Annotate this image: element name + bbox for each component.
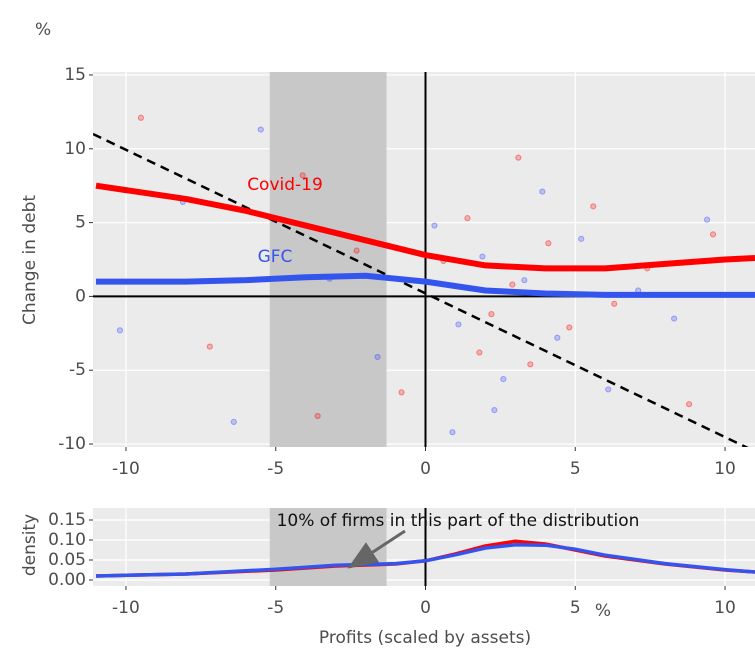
scatter-point	[685, 401, 693, 408]
y-tick-label: -10	[58, 434, 86, 454]
scatter-point	[703, 216, 711, 223]
scatter-point	[509, 281, 516, 288]
scatter-point	[515, 154, 522, 161]
scatter-point	[374, 353, 381, 361]
scatter-point	[611, 300, 618, 307]
y-tick-label: 0.05	[48, 550, 86, 570]
x-tick-label: 0	[420, 598, 431, 618]
scatter-point	[431, 222, 438, 229]
scatter-point	[257, 126, 264, 133]
series-line	[95, 182, 755, 272]
x-unit: %	[595, 601, 611, 621]
scatter-point	[116, 327, 124, 334]
scatter-point	[527, 361, 534, 368]
x-tick-label: -5	[267, 459, 284, 479]
scatter-point	[500, 375, 507, 383]
y-tick-label: 0.00	[48, 570, 86, 590]
y-tick-label: 0.10	[48, 530, 86, 550]
series-line	[95, 272, 755, 298]
plot-background	[93, 72, 755, 447]
y-axis-title: Change in debt	[20, 195, 40, 325]
scatter-point	[488, 311, 495, 318]
scatter-point	[206, 343, 213, 350]
scatter-point	[479, 253, 486, 260]
scatter-point	[464, 215, 471, 222]
series-label: Covid-19	[247, 175, 323, 195]
y-tick-label: 15	[64, 65, 86, 85]
scatter-point	[449, 429, 456, 436]
scatter-point	[137, 114, 145, 121]
annotation-arrow	[347, 529, 406, 569]
scatter-point	[578, 235, 585, 242]
y-tick-label: -5	[69, 360, 86, 380]
scatter-point	[590, 203, 597, 210]
x-axis-title: Profits (scaled by assets)	[319, 628, 531, 648]
scatter-point	[539, 188, 546, 195]
y-axis-title: density	[20, 514, 40, 576]
plot	[93, 72, 755, 447]
scatter-point	[545, 240, 552, 247]
x-tick-label: -5	[267, 598, 284, 618]
series-label: GFC	[258, 247, 293, 267]
scatter-point	[491, 406, 498, 414]
scatter-point	[455, 321, 462, 328]
annotation: 10% of firms in this part of the distrib…	[277, 511, 640, 531]
scatter-point	[230, 418, 237, 426]
y-unit: %	[35, 20, 51, 40]
x-tick-label: 5	[570, 459, 581, 479]
x-tick-label: 5	[570, 598, 581, 618]
scatter-point	[353, 247, 360, 254]
scatter-point	[299, 172, 306, 179]
scatter-point	[521, 277, 528, 284]
reference-line	[93, 132, 749, 447]
scatter-point	[314, 412, 321, 420]
x-tick-label: -10	[112, 459, 140, 479]
series-line	[95, 543, 755, 578]
y-tick-label: 0	[75, 286, 86, 306]
y-tick-label: 0.15	[48, 510, 86, 530]
x-tick-label: 10	[714, 598, 736, 618]
x-tick-label: -10	[112, 598, 140, 618]
scatter-point	[709, 231, 717, 238]
y-tick-label: 10	[64, 139, 86, 159]
scatter-point	[671, 315, 678, 322]
scatter-point	[566, 324, 573, 331]
plot	[93, 508, 755, 586]
scatter-point	[476, 349, 483, 356]
scatter-point	[554, 334, 561, 341]
x-tick-label: 10	[714, 459, 736, 479]
shaded-region	[269, 72, 387, 447]
x-tick-label: 0	[420, 459, 431, 479]
scatter-point	[605, 386, 612, 393]
scatter-point	[398, 389, 405, 396]
y-tick-label: 5	[75, 213, 86, 233]
